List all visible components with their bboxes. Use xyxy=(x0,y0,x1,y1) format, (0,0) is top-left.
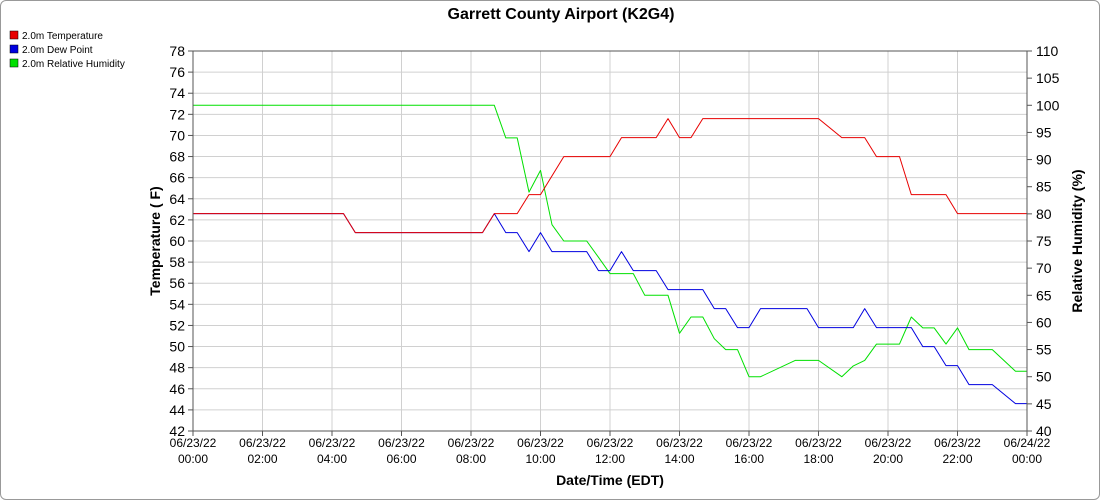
x-tick-label-date: 06/23/22 xyxy=(656,436,703,450)
x-tick-label-time: 00:00 xyxy=(178,452,208,466)
x-tick-label-date: 06/23/22 xyxy=(170,436,217,450)
y-tick-label: 66 xyxy=(169,170,185,186)
y-tick-label: 60 xyxy=(169,233,185,249)
series-line-2-0m-temperature xyxy=(193,118,1027,234)
y2-tick-label: 55 xyxy=(1036,342,1052,358)
legend-label-temperature: 2.0m Temperature xyxy=(22,31,103,42)
y-axis-label: Temperature ( F) xyxy=(147,186,163,295)
x-tick-label-time: 06:00 xyxy=(386,452,416,466)
y2-tick-label: 45 xyxy=(1036,396,1052,412)
x-tick-label-date: 06/23/22 xyxy=(726,436,773,450)
y-tick-label: 56 xyxy=(169,275,185,291)
x-tick-label-date: 06/23/22 xyxy=(309,436,356,450)
y-tick-label: 74 xyxy=(169,85,185,101)
y-tick-label: 42 xyxy=(169,423,185,439)
x-tick-label-time: 14:00 xyxy=(664,452,694,466)
y-tick-label: 62 xyxy=(169,212,185,228)
legend-label-dew-point: 2.0m Dew Point xyxy=(22,45,93,56)
legend-swatch-dew-point xyxy=(9,44,19,54)
y-axis-right: 40 45 50 55 60 65 70 75 80 85 90 95 100 105 110 xyxy=(1027,43,1060,439)
y2-tick-label: 95 xyxy=(1036,124,1052,140)
y2-tick-label: 75 xyxy=(1036,233,1052,249)
x-tick-label-date: 06/23/22 xyxy=(865,436,912,450)
y2-tick-label: 70 xyxy=(1036,260,1052,276)
y-axis-left: 42 44 46 48 50 52 54 56 58 60 62 64 66 68 70 72 74 76 78 xyxy=(169,43,193,439)
chart-title: Garrett County Airport (K2G4) xyxy=(448,6,675,23)
y2-tick-label: 85 xyxy=(1036,179,1052,195)
x-tick-label-date: 06/23/22 xyxy=(934,436,981,450)
series-layer xyxy=(193,104,1027,405)
y-tick-label: 58 xyxy=(169,254,185,270)
x-tick-label-date: 06/23/22 xyxy=(517,436,564,450)
x-tick-label-time: 08:00 xyxy=(456,452,486,466)
x-tick-label-time: 04:00 xyxy=(317,452,347,466)
y-tick-label: 54 xyxy=(169,296,185,312)
legend-swatch-temperature xyxy=(9,30,19,40)
x-tick-label-time: 02:00 xyxy=(247,452,277,466)
y2-tick-label: 90 xyxy=(1036,152,1052,168)
y2-tick-label: 65 xyxy=(1036,287,1052,303)
y-tick-label: 70 xyxy=(169,127,185,143)
x-tick-label-time: 10:00 xyxy=(525,452,555,466)
x-tick-label-time: 18:00 xyxy=(803,452,833,466)
x-tick-label-date: 06/23/22 xyxy=(378,436,425,450)
x-tick-label-time: 22:00 xyxy=(942,452,972,466)
y-tick-label: 68 xyxy=(169,149,185,165)
y-tick-label: 52 xyxy=(169,317,185,333)
x-tick-label-date: 06/24/22 xyxy=(1004,436,1051,450)
grid xyxy=(192,50,1028,432)
y-tick-label: 64 xyxy=(169,191,185,207)
legend-swatch-relative-humidity xyxy=(9,58,19,68)
y2-tick-label: 80 xyxy=(1036,206,1052,222)
legend-label-relative-humidity: 2.0m Relative Humidity xyxy=(22,59,125,70)
x-tick-label-time: 00:00 xyxy=(1012,452,1042,466)
y2-tick-label: 50 xyxy=(1036,369,1052,385)
x-tick-label-time: 20:00 xyxy=(873,452,903,466)
y-tick-label: 76 xyxy=(169,64,185,80)
y-tick-label: 78 xyxy=(169,43,185,59)
x-tick-label-time: 16:00 xyxy=(734,452,764,466)
y2-tick-label: 60 xyxy=(1036,314,1052,330)
y-tick-label: 72 xyxy=(169,106,185,122)
series-line-2-0m-relative-humidity xyxy=(193,104,1027,378)
x-tick-label-date: 06/23/22 xyxy=(795,436,842,450)
series-line-2-0m-dew-point xyxy=(193,213,1027,405)
y-tick-label: 44 xyxy=(169,402,185,418)
y-tick-label: 46 xyxy=(169,381,185,397)
y-tick-label: 48 xyxy=(169,360,185,376)
y2-tick-label: 110 xyxy=(1036,43,1059,59)
x-axis: 06/23/22 00:00 06/23/22 02:00 06/23/22 04:00 0… xyxy=(170,431,1051,466)
x-tick-label-time: 12:00 xyxy=(595,452,625,466)
legend: 2.0m Temperature 2.0m Dew Point 2.0m Rel… xyxy=(9,30,125,70)
x-tick-label-date: 06/23/22 xyxy=(448,436,495,450)
y2-tick-label: 40 xyxy=(1036,423,1052,439)
y2-tick-label: 105 xyxy=(1036,70,1060,86)
y2-tick-label: 100 xyxy=(1036,97,1060,113)
x-axis-label: Date/Time (EDT) xyxy=(556,472,664,488)
x-tick-label-date: 06/23/22 xyxy=(587,436,634,450)
y-tick-label: 50 xyxy=(169,339,185,355)
y2-axis-label: Relative Humidity (%) xyxy=(1069,169,1085,312)
x-tick-label-date: 06/23/22 xyxy=(239,436,286,450)
